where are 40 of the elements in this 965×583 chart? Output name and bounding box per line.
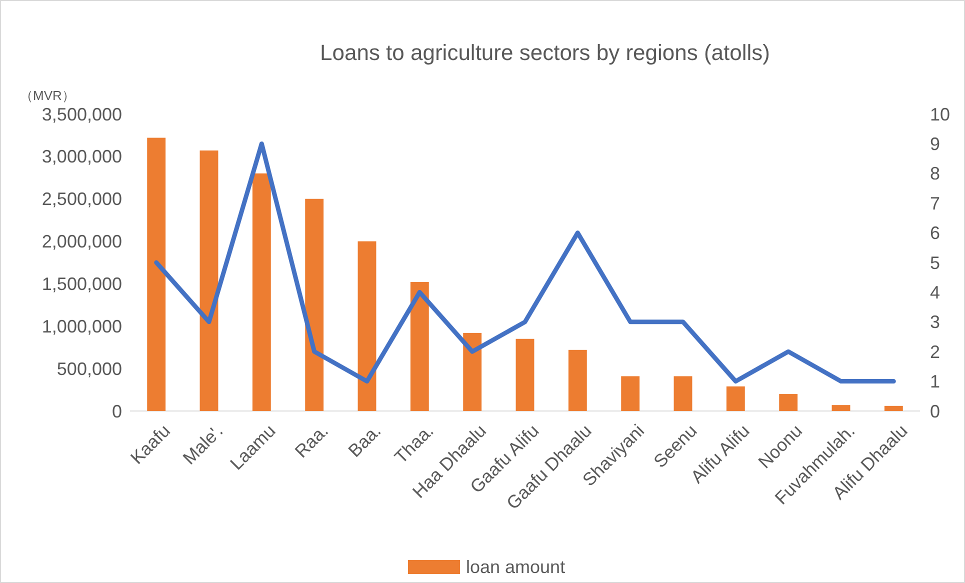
y2-tick-label: 6 [930, 223, 940, 244]
chart-title: Loans to agriculture sectors by regions (atolls) [320, 40, 770, 65]
y-tick-label: 0 [112, 401, 122, 422]
line-series [154, 141, 896, 384]
bar [200, 150, 218, 411]
y-tick-label: 1,500,000 [42, 274, 122, 294]
bar [252, 173, 271, 411]
bar [832, 405, 850, 411]
bar [358, 241, 376, 411]
bar [463, 332, 482, 411]
x-tick-label: Raa. [291, 420, 332, 462]
bar [568, 350, 587, 411]
y-tick-label: 2,000,000 [42, 232, 122, 252]
bar [726, 386, 745, 411]
y2-tick-label: 10 [930, 104, 950, 124]
bar [410, 282, 429, 411]
y2-tick-label: 4 [930, 282, 940, 302]
y-tick-label: 3,000,000 [42, 146, 122, 167]
y2-tick-label: 7 [930, 193, 940, 214]
bar [884, 406, 903, 411]
y-tick-label: 3,500,000 [42, 104, 122, 124]
bar [147, 138, 166, 411]
bar [779, 394, 798, 411]
bar [305, 198, 324, 411]
legend-label: loan amount [466, 557, 566, 577]
y2-tick-label: 8 [930, 164, 940, 184]
y2-tick-label: 1 [930, 372, 940, 392]
x-tick-label: Baa. [344, 420, 385, 461]
y-tick-label: 1,000,000 [42, 316, 122, 336]
y-tick-label: 500,000 [56, 358, 122, 379]
y-tick-label: 2,500,000 [42, 189, 122, 210]
y2-tick-label: 0 [930, 401, 940, 422]
bar [516, 338, 534, 411]
y2-tick-label: 3 [930, 312, 940, 332]
bar [621, 376, 640, 411]
y2-tick-label: 5 [930, 252, 940, 273]
y2-tick-label: 2 [930, 342, 940, 362]
y-axis-title: （MVR） [20, 88, 75, 103]
bar [674, 376, 692, 411]
y2-tick-label: 9 [930, 134, 940, 154]
